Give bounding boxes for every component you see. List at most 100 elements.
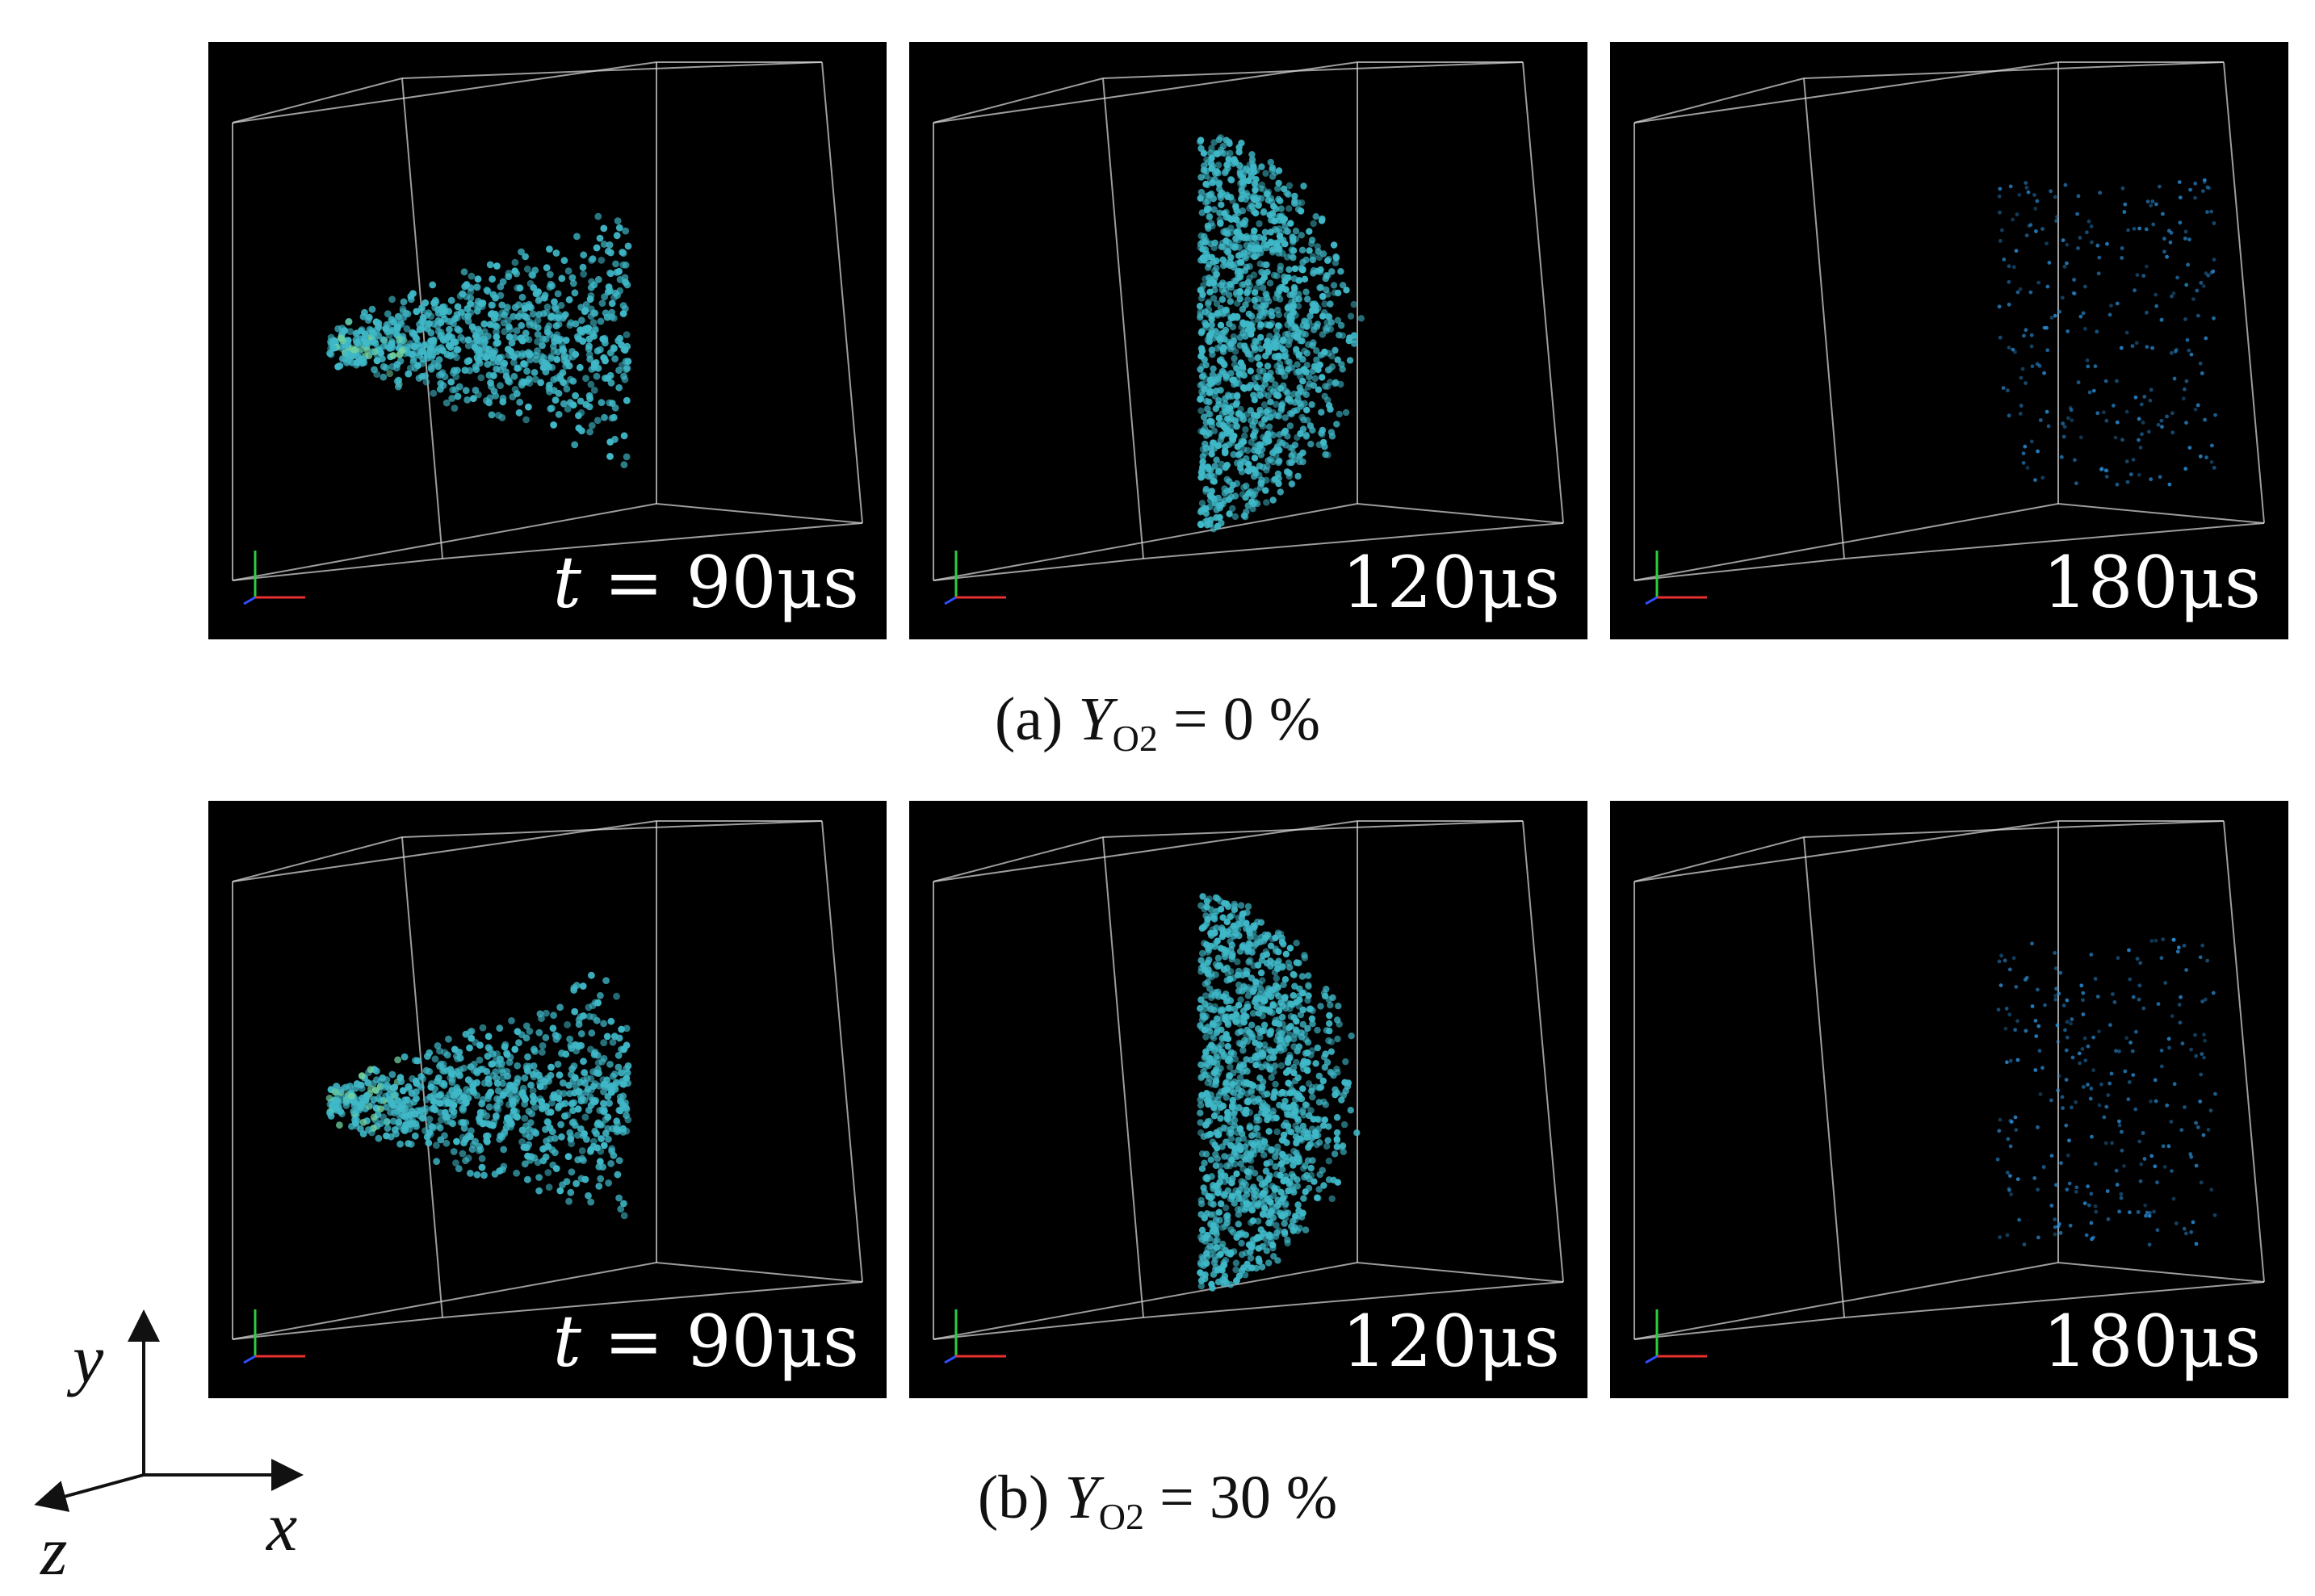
droplet (2038, 418, 2043, 422)
droplet (2154, 304, 2159, 308)
droplet (564, 1111, 572, 1119)
droplet (1221, 1053, 1228, 1060)
droplet (454, 303, 462, 311)
droplet (1261, 1102, 1269, 1109)
droplet (1214, 937, 1221, 945)
droplet (1233, 228, 1240, 236)
droplet (429, 281, 437, 289)
droplet (1304, 383, 1312, 391)
droplet (521, 1074, 529, 1082)
droplet (1222, 150, 1229, 157)
droplet (1275, 413, 1282, 420)
droplet (1223, 995, 1231, 1002)
droplet (2055, 215, 2059, 219)
droplet (523, 1175, 531, 1183)
droplet (1252, 303, 1260, 310)
droplet (2007, 264, 2011, 269)
droplet (1221, 210, 1228, 217)
droplet (2170, 430, 2175, 435)
droplet (2193, 1033, 2197, 1037)
droplet (1264, 188, 1273, 195)
droplet (1325, 313, 1333, 320)
droplet (492, 294, 499, 302)
droplet (2007, 279, 2011, 284)
droplet (2189, 1154, 2194, 1159)
droplet (1211, 463, 1218, 470)
droplet (2043, 1003, 2047, 1007)
droplet (1219, 1276, 1227, 1284)
droplet (450, 1148, 458, 1155)
droplet (1231, 348, 1239, 355)
droplet (499, 1079, 506, 1087)
droplet (2030, 1004, 2035, 1008)
droplet (1234, 958, 1241, 966)
droplet (1261, 1041, 1269, 1049)
droplet (2058, 1230, 2063, 1235)
droplet (2138, 961, 2143, 966)
droplet (2061, 1106, 2065, 1110)
time-label: t = 90μs (552, 541, 859, 624)
droplet (2120, 1129, 2124, 1134)
droplet (1229, 1175, 1236, 1183)
droplet (1201, 940, 1208, 947)
droplet (2064, 1078, 2069, 1082)
droplet (1271, 1186, 1279, 1193)
droplet (1243, 1106, 1250, 1114)
droplet (1308, 1083, 1316, 1091)
droplet (2007, 967, 2012, 972)
droplet (537, 379, 544, 387)
droplet (412, 334, 420, 341)
droplet (1298, 1029, 1305, 1037)
droplet (619, 1092, 627, 1100)
droplet (518, 352, 526, 360)
droplet (1348, 1033, 1355, 1040)
droplet (1294, 1201, 1302, 1209)
droplet (448, 395, 456, 402)
droplet (2093, 977, 2098, 981)
droplet (492, 1068, 500, 1075)
droplet (2188, 1152, 2193, 1156)
droplet (2135, 957, 2140, 961)
droplet (1350, 300, 1357, 308)
box-edge (232, 61, 657, 124)
droplet (1197, 1282, 1205, 1290)
droplet (338, 337, 346, 345)
droplet (1290, 970, 1297, 978)
droplet (588, 971, 595, 979)
droplet (1210, 427, 1218, 434)
droplet (1275, 957, 1282, 965)
droplet (2035, 199, 2040, 203)
droplet (2128, 472, 2133, 476)
droplet (1287, 1129, 1295, 1136)
droplet (2057, 1074, 2061, 1079)
droplet (1197, 1211, 1205, 1218)
droplet (2151, 222, 2156, 227)
droplet (473, 283, 480, 291)
droplet (2005, 1171, 2010, 1175)
wireframe-box (933, 61, 1564, 581)
droplet (2007, 302, 2011, 307)
droplet (1214, 1145, 1221, 1152)
droplet (2206, 1128, 2211, 1132)
droplet (454, 346, 462, 354)
box-edge (933, 1262, 1358, 1340)
droplet (2058, 970, 2063, 975)
droplet (2125, 480, 2130, 484)
droplet (477, 350, 485, 357)
droplet (1260, 308, 1269, 315)
droplet (614, 1052, 623, 1059)
droplet (522, 253, 529, 261)
droplet (2086, 1083, 2090, 1087)
droplet (2089, 1087, 2094, 1091)
droplet (598, 257, 606, 264)
droplet (2115, 1183, 2120, 1187)
droplet (619, 1080, 626, 1087)
droplet (613, 1128, 621, 1136)
droplet (1269, 431, 1277, 439)
droplet (1273, 1114, 1280, 1122)
droplet (522, 1034, 531, 1042)
droplet (1210, 1200, 1217, 1208)
droplet (505, 1058, 514, 1066)
droplet (1280, 940, 1287, 948)
droplet (1316, 1139, 1323, 1146)
